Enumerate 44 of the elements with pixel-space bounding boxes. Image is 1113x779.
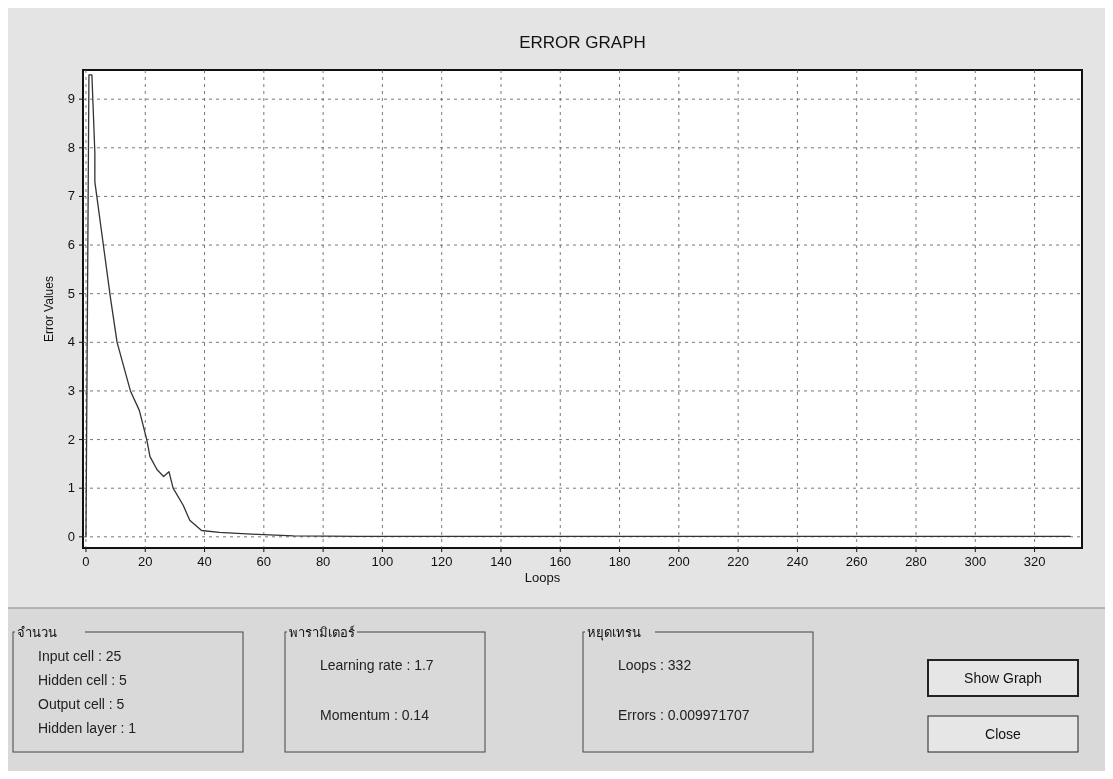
x-tick-label: 160 [549,554,572,569]
y-tick-label: 2 [67,431,75,447]
chart-title: ERROR GRAPH [519,33,646,52]
y-axis-title: Error Values [42,276,56,342]
text: จำนวน [17,625,57,640]
x-tick-label: 120 [430,554,453,569]
text: Loops : 332 [618,657,692,673]
text: Output cell : 5 [38,696,125,712]
x-tick-label: 220 [727,554,749,569]
x-tick-label: 100 [371,554,394,569]
x-tick-label: 180 [608,554,631,569]
x-tick-label: 40 [197,554,212,569]
text: Hidden layer : 1 [38,720,137,736]
x-tick-label: 140 [490,554,512,569]
text: Momentum : 0.14 [320,707,430,723]
x-tick-label: 240 [786,554,809,569]
text: Errors : 0.009971707 [618,707,750,723]
y-tick-label: 3 [67,382,75,398]
x-tick-label: 280 [905,554,927,569]
text: Learning rate : 1.7 [320,657,434,673]
y-tick-label: 0 [67,528,75,544]
text: หยุดเทรน [587,625,641,641]
x-tick-label: 260 [845,554,868,569]
line-series [85,74,1071,538]
text: พารามิเตอร์ [289,625,355,640]
y-tick-label: 1 [67,480,75,496]
x-tick-label: 200 [667,554,690,569]
y-tick-label: 5 [67,285,75,301]
y-tick-label: 9 [67,91,75,107]
y-tick-label: 6 [67,237,75,253]
text: Show Graph [964,670,1042,686]
text: Close [985,726,1022,742]
x-tick-label: 300 [964,554,987,569]
x-tick-label: 0 [82,554,90,569]
x-tick-label: 320 [1023,554,1046,569]
y-tick-label: 4 [67,334,75,350]
x-axis-title: Loops [524,570,561,585]
text: Hidden cell : 5 [38,672,127,688]
y-tick-label: 7 [67,188,75,204]
x-tick-label: 60 [256,554,272,569]
y-tick-label: 8 [67,139,75,155]
x-tick-label: 80 [315,554,331,569]
text: Input cell : 25 [38,648,122,664]
x-tick-label: 20 [138,554,153,569]
